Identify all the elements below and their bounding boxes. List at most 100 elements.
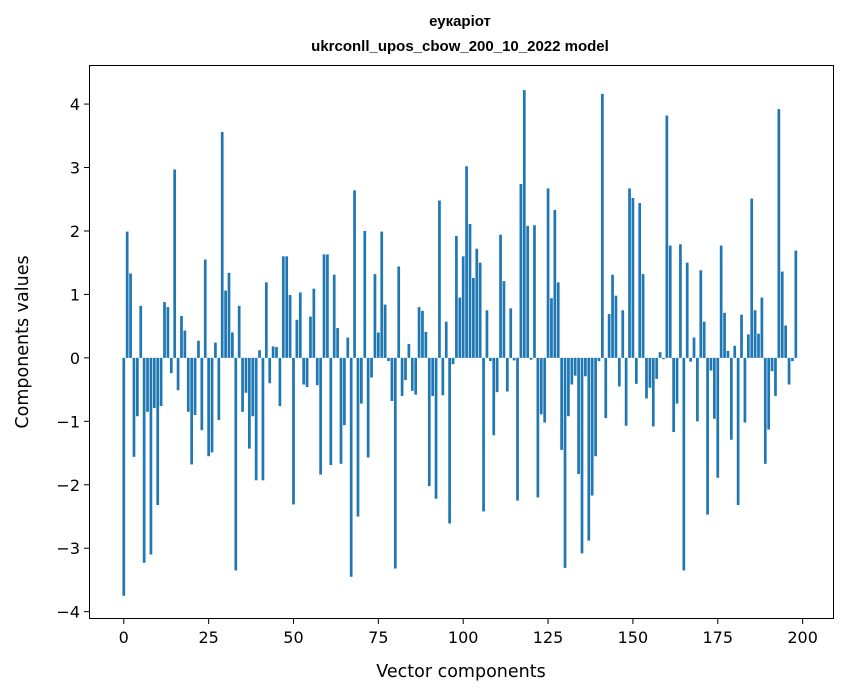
bar-4	[135, 357, 139, 417]
bar-187	[757, 333, 760, 358]
bar-110	[495, 357, 499, 393]
bar-193	[777, 109, 781, 358]
bar-68	[353, 190, 356, 358]
bar-75	[376, 332, 380, 358]
bar-34	[237, 305, 241, 358]
bar-25	[207, 357, 210, 457]
bar-51	[295, 319, 299, 358]
bar-185	[750, 198, 754, 358]
bar-62	[332, 274, 336, 358]
bar-84	[407, 343, 411, 358]
bar-38	[251, 357, 255, 417]
bar-140	[597, 357, 601, 362]
x-tick-label: 50	[283, 628, 303, 647]
bar-152	[638, 203, 642, 358]
bar-106	[482, 357, 485, 512]
bar-1	[125, 231, 129, 358]
bar-120	[529, 357, 533, 360]
bar-12	[163, 302, 166, 358]
bar-181	[736, 357, 740, 506]
x-tick-label: 125	[533, 628, 564, 647]
bar-112	[502, 281, 506, 358]
bar-103	[472, 277, 475, 358]
bar-5	[139, 305, 143, 358]
bar-149	[628, 188, 631, 358]
bar-24	[203, 259, 207, 358]
bar-11	[159, 357, 163, 407]
bar-186	[753, 310, 757, 358]
bar-86	[414, 357, 418, 395]
bar-122	[536, 357, 540, 498]
bar-188	[760, 297, 764, 358]
bar-15	[173, 169, 177, 358]
bar-48	[285, 256, 289, 358]
bar-6	[142, 357, 146, 563]
bar-65	[343, 357, 346, 426]
bar-64	[339, 357, 343, 464]
bar-35	[241, 357, 244, 412]
bar-117	[519, 184, 523, 358]
bar-159	[662, 357, 665, 360]
bar-20	[190, 357, 194, 465]
bar-47	[281, 256, 285, 358]
y-tick-label: −3	[56, 539, 80, 558]
bar-113	[505, 357, 509, 392]
bar-57	[315, 357, 319, 386]
plot-frame	[89, 65, 834, 619]
bar-27	[214, 342, 217, 358]
bar-150	[631, 197, 635, 358]
bar-89	[424, 331, 428, 358]
bar-137	[587, 357, 591, 541]
bar-99	[458, 297, 462, 358]
bar-124	[543, 357, 547, 423]
x-tick-label: 25	[198, 628, 218, 647]
bar-0	[122, 357, 126, 596]
bar-95	[444, 321, 448, 358]
bars-group	[122, 90, 798, 596]
bar-102	[468, 223, 472, 358]
bar-130	[563, 357, 567, 568]
bar-104	[475, 248, 479, 358]
bar-66	[346, 337, 350, 358]
bar-88	[421, 310, 424, 358]
bar-49	[288, 295, 292, 358]
bar-118	[522, 90, 526, 358]
bar-44	[271, 346, 275, 358]
bar-190	[767, 357, 771, 430]
bar-146	[617, 357, 621, 387]
bar-127	[553, 210, 557, 358]
bar-79	[390, 357, 394, 401]
x-tick-label: 100	[448, 628, 479, 647]
bar-92	[434, 357, 438, 499]
bar-37	[248, 357, 251, 449]
bar-105	[478, 262, 482, 358]
y-tick-label: 1	[70, 285, 80, 304]
bar-173	[709, 357, 713, 371]
bar-111	[499, 234, 502, 358]
bar-158	[658, 352, 662, 358]
bar-121	[533, 225, 536, 358]
y-tick-label: 3	[70, 159, 80, 178]
bar-157	[655, 357, 659, 379]
bar-109	[492, 357, 496, 436]
bar-63	[336, 328, 339, 358]
bar-59	[322, 254, 326, 358]
bar-169	[696, 357, 699, 422]
bar-119	[526, 225, 530, 358]
bar-148	[624, 357, 628, 426]
bar-87	[417, 307, 421, 358]
y-tick-label: 0	[70, 349, 80, 368]
bar-33	[234, 357, 238, 571]
bar-39	[254, 357, 258, 481]
bar-53	[302, 357, 306, 385]
bar-54	[305, 357, 309, 388]
bar-3	[132, 357, 136, 457]
bar-167	[689, 357, 692, 362]
bar-21	[193, 357, 197, 415]
bar-17	[180, 315, 183, 358]
x-tick-label: 175	[702, 628, 733, 647]
bar-177	[723, 312, 726, 358]
bar-82	[400, 357, 404, 396]
bar-155	[648, 357, 652, 388]
